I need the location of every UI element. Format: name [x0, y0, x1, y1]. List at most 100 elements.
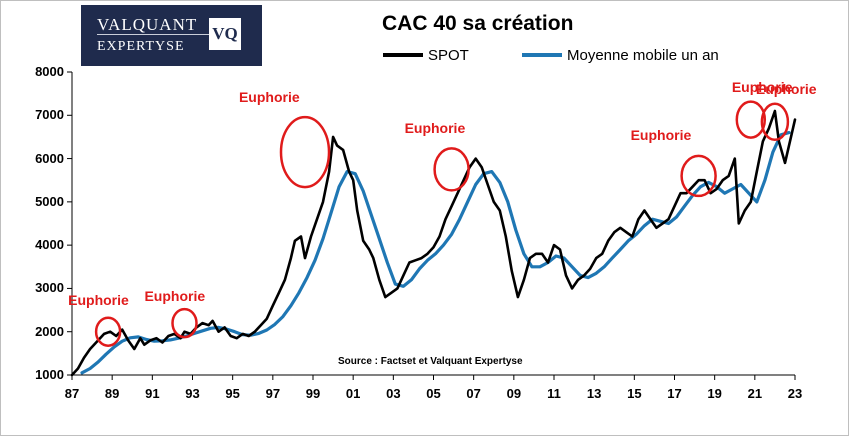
spot-point: [649, 218, 652, 220]
spot-point: [414, 259, 417, 262]
moving-average-point: [97, 361, 99, 363]
euphoria-label: Euphorie: [68, 291, 129, 308]
spot-point: [727, 175, 730, 177]
x-tick-label: 05: [426, 386, 441, 401]
spot-point: [103, 333, 105, 335]
spot-point: [247, 335, 250, 337]
spot-point: [272, 304, 274, 307]
y-tick-label: 7000: [35, 107, 64, 123]
legend-item-spot: SPOT: [383, 46, 469, 64]
spot-point: [607, 240, 609, 242]
spot-point: [241, 333, 244, 335]
moving-average-point: [217, 326, 220, 329]
spot-point: [762, 140, 764, 143]
spot-point: [679, 192, 682, 194]
spot-point: [559, 248, 561, 251]
spot-point: [229, 335, 232, 337]
spot-point: [703, 179, 706, 181]
euphoria-label: Euphorie: [755, 80, 817, 97]
euphoria-circle: [680, 154, 717, 198]
spot-point: [444, 218, 447, 220]
spot-point: [115, 335, 117, 337]
spot-point: [756, 170, 758, 173]
moving-average-point: [539, 266, 541, 268]
spot-point: [505, 235, 507, 238]
moving-average-point: [531, 266, 533, 268]
spot-point: [721, 179, 724, 181]
moving-average-point: [314, 259, 316, 262]
spot-point: [517, 296, 519, 298]
spot-point: [655, 227, 658, 229]
spot-point: [715, 188, 718, 190]
euphoria-label: Euphorie: [630, 126, 692, 143]
moving-average-point: [129, 337, 131, 339]
spot-point: [790, 136, 792, 138]
moving-average-point: [306, 276, 308, 279]
moving-average-point: [740, 183, 742, 186]
spot-point: [738, 222, 740, 225]
spot-point: [173, 333, 176, 335]
moving-average-point: [772, 151, 774, 153]
spot-point: [577, 279, 579, 281]
spot-point: [709, 192, 712, 194]
spot-point: [127, 339, 129, 342]
y-tick-label: 6000: [35, 150, 64, 166]
logo-badge-icon: VQ: [209, 18, 241, 50]
x-tick-label: 99: [305, 386, 321, 401]
spot-point: [601, 253, 603, 255]
spot-point: [450, 205, 453, 207]
moving-average-point: [507, 201, 509, 203]
spot-point: [778, 140, 780, 143]
spot-point: [77, 367, 79, 370]
moving-average-point: [201, 330, 204, 332]
spot-point: [625, 231, 628, 233]
spot-point: [121, 328, 123, 331]
x-tick-label: 89: [104, 386, 120, 401]
x-tick-label: 13: [586, 386, 602, 401]
spot-point: [402, 274, 405, 277]
spot-point: [390, 292, 393, 294]
legend-label-spot: SPOT: [428, 46, 469, 64]
moving-average-point: [418, 268, 421, 270]
moving-average-point: [748, 192, 750, 194]
moving-average-point: [490, 170, 493, 173]
spot-point: [304, 257, 306, 259]
moving-average-point: [434, 253, 437, 255]
moving-average-point: [233, 330, 236, 333]
moving-average-point: [394, 283, 397, 285]
moving-average-point: [555, 255, 557, 257]
spot-point: [493, 201, 495, 203]
euphoria-label: Euphorie: [404, 120, 466, 137]
spot-point: [619, 227, 622, 229]
spot-point: [322, 201, 324, 203]
moving-average-point: [105, 353, 107, 356]
spot-point: [336, 144, 338, 147]
spot-point: [284, 279, 286, 281]
moving-average-point: [450, 233, 453, 236]
spot-point: [571, 287, 573, 290]
spot-point: [697, 179, 700, 181]
moving-average-point: [153, 340, 156, 343]
spot-point: [161, 341, 164, 344]
y-tick-label: 5000: [35, 193, 64, 209]
x-tick-label: 15: [627, 386, 642, 401]
moving-average-point: [330, 211, 332, 214]
spot-point: [643, 209, 646, 212]
moving-average-point: [571, 266, 573, 268]
moving-average-point: [145, 338, 148, 341]
spot-point: [266, 317, 268, 320]
moving-average-point: [322, 237, 324, 240]
spot-point: [661, 222, 664, 225]
euphoria-circle: [760, 102, 790, 142]
spot-point: [362, 240, 365, 242]
euphoria-circles: [94, 100, 790, 347]
spot-point: [456, 192, 459, 194]
moving-average-point: [788, 131, 790, 134]
spot-point: [553, 244, 555, 246]
chart-title: CAC 40 sa création: [382, 12, 574, 35]
euphoria-circle: [171, 307, 198, 339]
euphoria-label: Euphorie: [238, 89, 300, 106]
spot-point: [750, 201, 752, 203]
spot-point: [83, 356, 85, 359]
